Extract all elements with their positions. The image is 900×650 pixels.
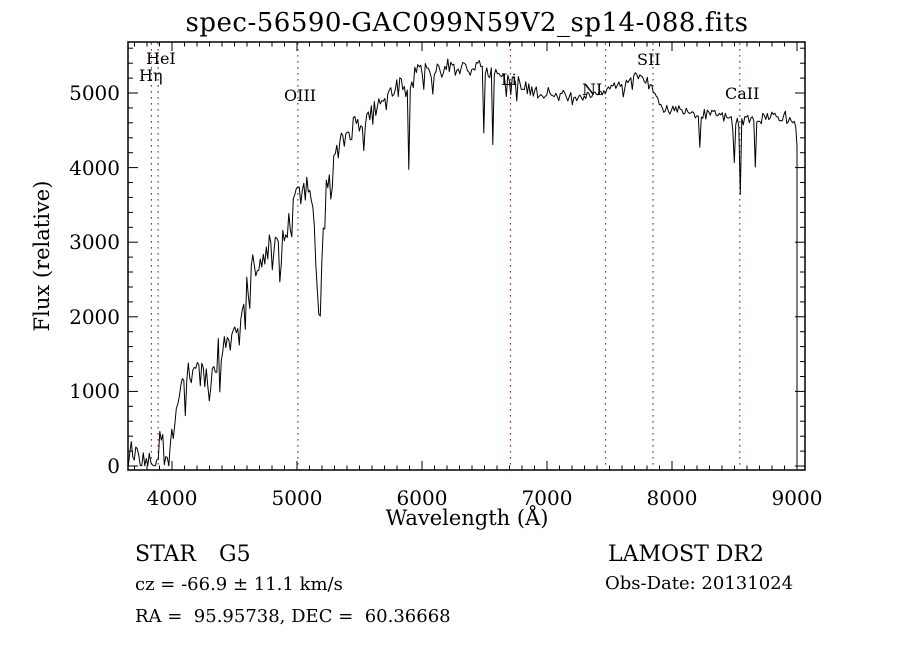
y-tick-label-3000: 3000 <box>69 230 120 255</box>
x-tick-label-6000: 6000 <box>396 486 448 510</box>
x-tick-label-5000: 5000 <box>271 486 323 510</box>
obs-date-label: Obs-Date: 20131024 <box>605 573 794 594</box>
line-label-NI: NI <box>582 80 603 99</box>
line-label-CaII: CaII <box>725 84 760 103</box>
line-label-OIII: OIII <box>284 86 317 105</box>
y-tick-label-4000: 4000 <box>69 155 120 180</box>
line-label-Hη: Hη <box>139 66 163 85</box>
line-label-Li: Li <box>501 70 517 89</box>
y-tick-label-5000: 5000 <box>69 81 120 105</box>
x-tick-label-7000: 7000 <box>521 486 573 510</box>
object-type-label: STAR <box>135 542 196 567</box>
cz-label: cz = -66.9 ± 11.1 km/s <box>135 574 343 595</box>
y-tick-label-1000: 1000 <box>69 379 120 404</box>
x-axis-label: Wavelength (Å) <box>385 506 549 530</box>
plot-title: spec-56590-GAC099N59V2_sp14-088.fits <box>185 8 749 38</box>
y-tick-label-2000: 2000 <box>69 304 120 329</box>
y-tick-label-0: 0 <box>107 454 120 478</box>
spectrum-trace <box>127 58 798 470</box>
survey-label: LAMOST DR2 <box>608 542 764 567</box>
x-tick-label-8000: 8000 <box>646 486 698 510</box>
radec-label: RA = 95.95738, DEC = 60.36668 <box>135 606 451 627</box>
line-label-SII: SII <box>637 50 661 69</box>
x-tick-label-9000: 9000 <box>771 486 823 510</box>
subclass-label: G5 <box>219 542 251 567</box>
line-label-HeI: HeI <box>146 49 176 68</box>
x-tick-label-4000: 4000 <box>146 486 198 510</box>
